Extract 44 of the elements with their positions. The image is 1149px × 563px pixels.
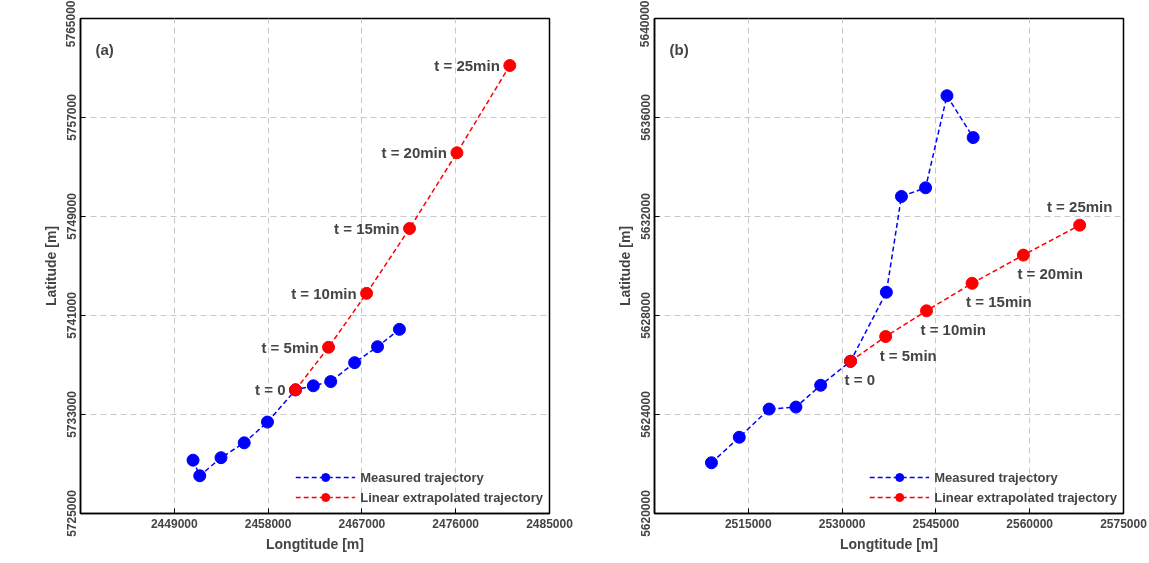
annotation: t = 0 [844, 371, 875, 389]
legend-label: Linear extrapolated trajectory [360, 489, 543, 505]
y-tick-label: 5620000 [638, 489, 653, 537]
x-tick-label: 2449000 [150, 516, 198, 531]
x-axis-title: Longtitude [m] [840, 535, 938, 552]
y-tick-label: 5725000 [64, 489, 79, 537]
y-tick-label: 5636000 [638, 93, 653, 141]
y-tick-label: 5632000 [638, 192, 653, 240]
x-tick-label: 2515000 [724, 516, 772, 531]
annotation: (b) [669, 40, 689, 58]
annotation: t = 10min [920, 320, 986, 338]
annotation: t = 5min [261, 338, 319, 356]
y-tick-label: 5757000 [64, 93, 79, 141]
y-axis-title: Latitude [m] [42, 225, 59, 307]
x-tick-label: 2476000 [432, 516, 480, 531]
legend-label: Linear extrapolated trajectory [934, 489, 1117, 505]
annotation: t = 10min [291, 284, 357, 302]
x-tick-label: 2530000 [818, 516, 866, 531]
legend-label: Measured trajectory [934, 469, 1058, 485]
y-tick-label: 5749000 [64, 192, 79, 240]
annotation: t = 20min [1017, 265, 1083, 283]
x-tick-label: 2545000 [912, 516, 960, 531]
legend-label: Measured trajectory [360, 469, 484, 485]
y-tick-label: 5640000 [638, 0, 653, 48]
annotation: t = 15min [334, 220, 400, 237]
y-axis-title: Latitude [m] [616, 225, 633, 307]
y-tick-label: 5628000 [638, 291, 653, 339]
y-tick-label: 5765000 [64, 0, 79, 48]
annotation: t = 25min [434, 57, 500, 75]
y-tick-label: 5624000 [638, 390, 653, 438]
annotation: t = 25min [1046, 198, 1113, 216]
x-tick-label: 2458000 [244, 516, 292, 531]
annotation: t = 0 [255, 381, 286, 399]
annotation: (a) [95, 40, 114, 58]
x-tick-label: 2575000 [1100, 516, 1148, 531]
x-tick-label: 2485000 [526, 516, 574, 531]
x-tick-label: 2560000 [1006, 516, 1054, 531]
x-axis-title: Longtitude [m] [266, 535, 364, 552]
x-tick-label: 2467000 [338, 516, 386, 531]
annotation: t = 20min [381, 144, 447, 162]
y-tick-label: 5733000 [64, 390, 79, 438]
annotation: t = 5min [879, 346, 937, 364]
annotation: t = 15min [966, 293, 1032, 311]
y-tick-label: 5741000 [64, 291, 79, 339]
